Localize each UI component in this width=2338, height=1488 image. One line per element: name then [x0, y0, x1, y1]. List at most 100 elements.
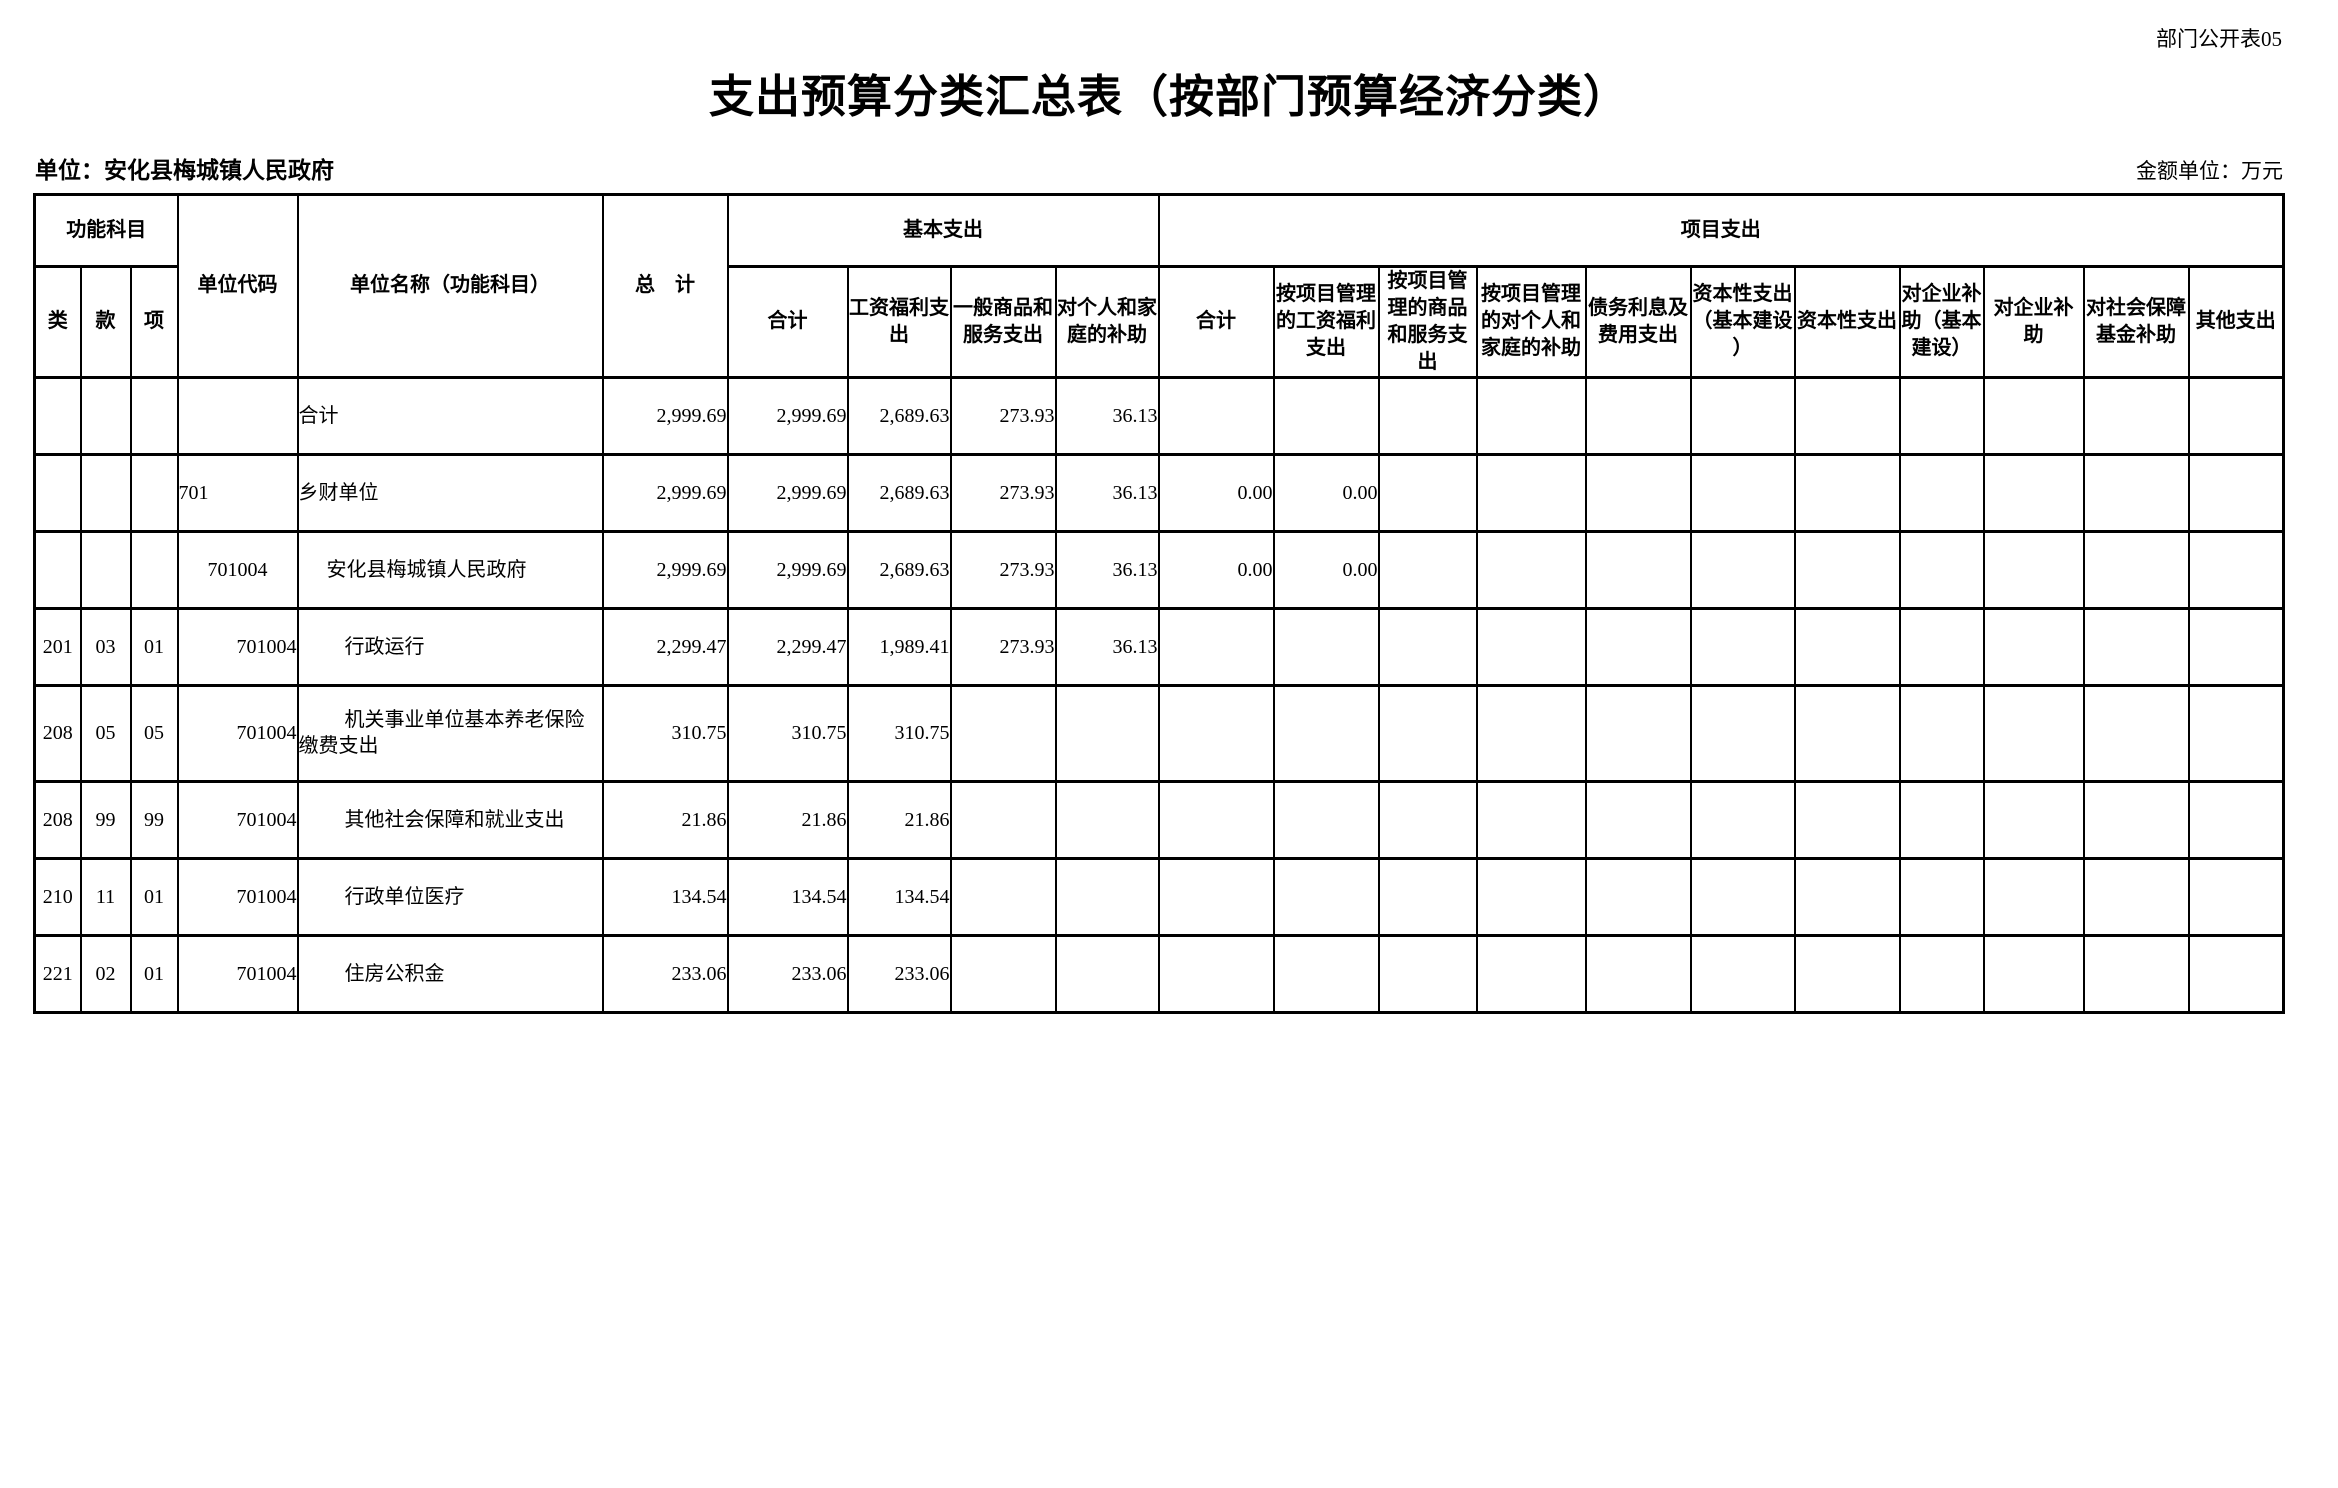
value-cell: 310.75	[726, 683, 849, 783]
value-cell	[1793, 683, 1901, 783]
value-cell	[1054, 856, 1160, 937]
value-cell: 273.93	[949, 452, 1057, 533]
header-func-subject: 功能科目	[33, 192, 179, 268]
header-project-total: 合计	[1157, 264, 1275, 379]
header-item: 项	[129, 264, 179, 379]
value-cell	[1157, 375, 1275, 456]
func-class-cell: 208	[33, 779, 82, 860]
table-row: 221 02 01 701004 住房公积金 233.06 233.06 233.06	[33, 933, 2285, 1014]
value-cell	[949, 856, 1057, 937]
value-cell	[1584, 683, 1692, 783]
value-cell	[1898, 452, 1985, 533]
unit-code-cell: 701004	[176, 779, 299, 860]
value-cell	[1272, 683, 1380, 783]
table-row: 合计 2,999.69 2,999.69 2,689.63 273.93 36.13	[33, 375, 2285, 456]
value-cell	[2187, 375, 2285, 456]
value-cell	[1689, 683, 1796, 783]
value-cell	[1272, 375, 1380, 456]
value-cell	[2082, 683, 2190, 783]
value-cell	[1689, 606, 1796, 687]
value-cell	[2187, 779, 2285, 860]
func-class-cell	[33, 375, 82, 456]
value-cell	[1272, 606, 1380, 687]
unit-code-cell: 701004	[176, 933, 299, 1014]
value-cell	[1793, 452, 1901, 533]
value-cell	[2187, 606, 2285, 687]
value-cell	[1982, 779, 2085, 860]
table-row: 208 99 99 701004 其他社会保障和就业支出 21.86 21.86 21.86	[33, 779, 2285, 860]
unit-name-cell: 乡财单位	[296, 452, 604, 533]
value-cell: 21.86	[726, 779, 849, 860]
value-cell	[1475, 375, 1587, 456]
value-cell: 2,689.63	[846, 529, 952, 610]
value-cell: 134.54	[601, 856, 729, 937]
value-cell	[1982, 933, 2085, 1014]
func-section-cell: 05	[79, 683, 132, 783]
value-cell	[1898, 375, 1985, 456]
value-cell: 0.00	[1272, 529, 1380, 610]
unit-code-cell: 701004	[176, 606, 299, 687]
unit-name-cell: 行政单位医疗	[296, 856, 604, 937]
func-item-cell: 01	[129, 606, 179, 687]
table-body: 合计 2,999.69 2,999.69 2,689.63 273.93 36.13 701…	[33, 375, 2285, 1014]
header-project-goods: 按项目管理的商品和服务支出	[1377, 264, 1478, 379]
value-cell	[1793, 606, 1901, 687]
value-cell	[1377, 529, 1478, 610]
value-cell	[1584, 529, 1692, 610]
func-class-cell: 221	[33, 933, 82, 1014]
value-cell	[1982, 856, 2085, 937]
value-cell	[1054, 933, 1160, 1014]
value-cell	[1272, 933, 1380, 1014]
unit-label: 单位：安化县梅城镇人民政府	[35, 157, 334, 183]
value-cell	[949, 933, 1057, 1014]
table-row: 210 11 01 701004 行政单位医疗 134.54 134.54 134.54	[33, 856, 2285, 937]
value-cell	[1689, 856, 1796, 937]
func-item-cell	[129, 452, 179, 533]
value-cell	[2082, 933, 2190, 1014]
unit-name-cell: 住房公积金	[296, 933, 604, 1014]
value-cell: 233.06	[726, 933, 849, 1014]
func-item-cell: 01	[129, 856, 179, 937]
func-class-cell: 201	[33, 606, 82, 687]
header-basic-salary: 工资福利支出	[846, 264, 952, 379]
unit-name-cell: 合计	[296, 375, 604, 456]
header-grand-total: 总 计	[601, 192, 729, 379]
value-cell	[949, 683, 1057, 783]
table-row: 208 05 05 701004 机关事业单位基本养老保险缴费支出 310.75 310.7…	[33, 683, 2285, 783]
value-cell	[1377, 856, 1478, 937]
func-section-cell	[79, 452, 132, 533]
value-cell	[1475, 933, 1587, 1014]
value-cell	[1157, 856, 1275, 937]
value-cell: 36.13	[1054, 375, 1160, 456]
func-section-cell: 02	[79, 933, 132, 1014]
value-cell: 233.06	[601, 933, 729, 1014]
header-debt-interest: 债务利息及费用支出	[1584, 264, 1692, 379]
doc-code: 部门公开表05	[2156, 27, 2282, 51]
value-cell	[1793, 856, 1901, 937]
func-class-cell	[33, 452, 82, 533]
value-cell: 2,999.69	[726, 452, 849, 533]
func-item-cell: 05	[129, 683, 179, 783]
func-item-cell: 01	[129, 933, 179, 1014]
value-cell	[1377, 375, 1478, 456]
header-project-salary: 按项目管理的工资福利支出	[1272, 264, 1380, 379]
value-cell	[1377, 683, 1478, 783]
value-cell	[1982, 683, 2085, 783]
amount-unit-label: 金额单位：万元	[2136, 158, 2283, 183]
value-cell: 0.00	[1272, 452, 1380, 533]
header-class: 类	[33, 264, 82, 379]
value-cell: 2,689.63	[846, 375, 952, 456]
value-cell	[1475, 529, 1587, 610]
func-item-cell	[129, 375, 179, 456]
value-cell	[1982, 375, 2085, 456]
value-cell	[1898, 856, 1985, 937]
value-cell	[1982, 529, 2085, 610]
value-cell	[1157, 779, 1275, 860]
value-cell: 2,299.47	[601, 606, 729, 687]
value-cell	[1054, 779, 1160, 860]
header-section: 款	[79, 264, 132, 379]
value-cell	[1157, 933, 1275, 1014]
value-cell: 36.13	[1054, 529, 1160, 610]
func-item-cell: 99	[129, 779, 179, 860]
value-cell	[1377, 779, 1478, 860]
